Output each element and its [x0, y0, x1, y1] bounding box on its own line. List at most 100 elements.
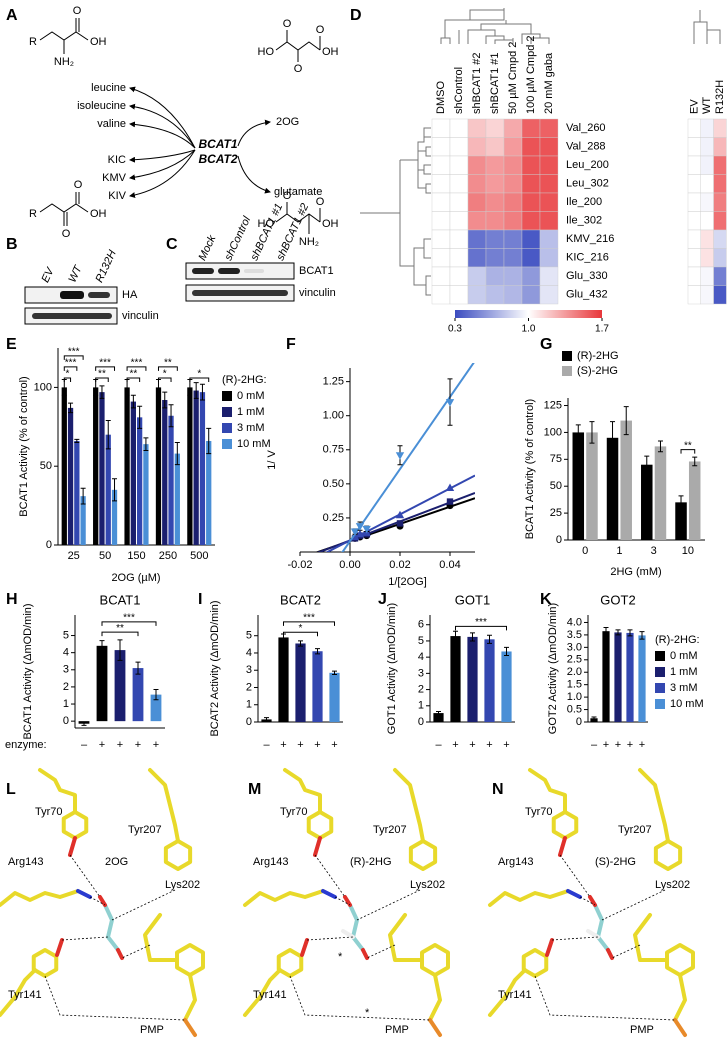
metabolite: KIV [108, 190, 126, 202]
hydrogen-bond [44, 975, 186, 1021]
heatmap-cell [449, 192, 469, 212]
residue-label: Tyr207 [128, 824, 162, 836]
bar [124, 387, 130, 545]
heatmap-cell [713, 118, 727, 138]
y-axis-label: BCAT1 Activity (ΔmOD/min) [22, 603, 34, 739]
atom: OH [322, 218, 339, 230]
heatmap-cell [467, 137, 487, 157]
ligand-stick [348, 903, 365, 952]
heatmap-cell [449, 266, 469, 286]
error-bar [436, 710, 441, 716]
x-tick-label: 0.02 [389, 559, 410, 571]
atom: O [316, 196, 325, 208]
x-tick-label: + [469, 739, 475, 751]
residue-stick [488, 889, 570, 907]
hydrogen-bond [314, 854, 346, 898]
heatmap-cell [449, 118, 469, 138]
bar [130, 401, 136, 545]
residue-label: * [338, 951, 343, 963]
panel-letter: E [6, 336, 17, 353]
ligand-stick [103, 903, 120, 952]
residue-label: Tyr70 [525, 806, 553, 818]
oxygen [300, 938, 309, 957]
x-tick-label: + [280, 739, 286, 751]
heatmap-cell [687, 229, 702, 249]
bar [111, 489, 118, 545]
residue-label: PMP [140, 1024, 164, 1036]
y-tick-label: 2 [246, 681, 252, 693]
x-tick-label: 0.00 [339, 559, 360, 571]
y-tick-label: 0 [63, 715, 69, 727]
bar [143, 444, 149, 545]
y-tick-label: 5 [63, 629, 69, 641]
heatmap-cell [539, 155, 559, 175]
x-tick-label: + [153, 739, 159, 751]
error-bar [623, 406, 629, 436]
error-bar [153, 688, 159, 701]
heatmap-cell [485, 137, 505, 157]
y-tick-label: 0.5 [567, 703, 582, 715]
atom: O [316, 24, 325, 36]
significance-label: *** [123, 612, 135, 623]
bar [61, 387, 67, 545]
residue-label: Arg143 [253, 856, 288, 868]
error-bar [692, 456, 698, 467]
y-tick-label: 100 [34, 381, 52, 393]
phosphate [673, 1018, 687, 1037]
heatmap-cell [700, 229, 714, 249]
x-tick-label: 25 [68, 550, 80, 562]
heatmap-cell [503, 155, 523, 175]
significance-label: ** [684, 440, 692, 451]
x-tick-label: + [615, 739, 621, 751]
x-tick-label: 250 [159, 550, 177, 562]
heatmap-cell [467, 266, 487, 286]
heatmap-cell [431, 266, 451, 286]
y-tick-label: 0 [418, 716, 424, 728]
x-tick-label: – [435, 739, 442, 751]
y-tick-label: 2.5 [567, 654, 582, 666]
significance-label: * [197, 369, 201, 380]
significance-bracket [455, 625, 507, 631]
oxygen [68, 836, 77, 857]
heatmap-cell [431, 248, 451, 268]
ligand-hydrogen [341, 929, 355, 939]
heatmap-cell [687, 155, 702, 175]
heatmap-cell [521, 211, 541, 231]
residue-stick [0, 968, 37, 1017]
hydrogen-bond [356, 889, 421, 921]
heatmap-cell [467, 229, 487, 249]
error-bar [193, 382, 199, 399]
chart-title: BCAT1 [100, 592, 141, 607]
hydrogen-bond [366, 944, 396, 959]
row-label: Glu_432 [566, 289, 608, 301]
legend-title: (R)-2HG: [655, 634, 700, 646]
y-tick-label: 50 [40, 460, 52, 472]
significance-bracket [95, 377, 109, 382]
significance-bracket [126, 366, 147, 371]
error-bar [315, 648, 320, 655]
atom: O [74, 179, 83, 191]
nitrogen [566, 889, 582, 899]
marker [445, 483, 455, 491]
residue-label: Tyr141 [498, 989, 532, 1001]
heatmap-cell [521, 137, 541, 157]
panel-letters: A B C D E F G H I J K L M N [6, 7, 552, 798]
marker [350, 528, 360, 537]
x-axis-label: 1/[2OG] [388, 576, 427, 588]
residue-label: Lys202 [165, 879, 200, 891]
marker [395, 452, 405, 460]
colorbar-label: 1.7 [595, 324, 609, 335]
error-bar [168, 404, 174, 428]
heatmap-cell [431, 229, 451, 249]
atom: OH [90, 36, 107, 48]
column-label: shBCAT1 #1 [489, 52, 501, 114]
legend-label: 10 mM [237, 438, 271, 450]
panel-letter: M [248, 781, 261, 798]
heatmap-cell [713, 211, 727, 231]
residue-stick [243, 889, 325, 907]
error-bar [644, 455, 650, 474]
heatmap-cell [539, 174, 559, 194]
metabolite: isoleucine [77, 100, 126, 112]
